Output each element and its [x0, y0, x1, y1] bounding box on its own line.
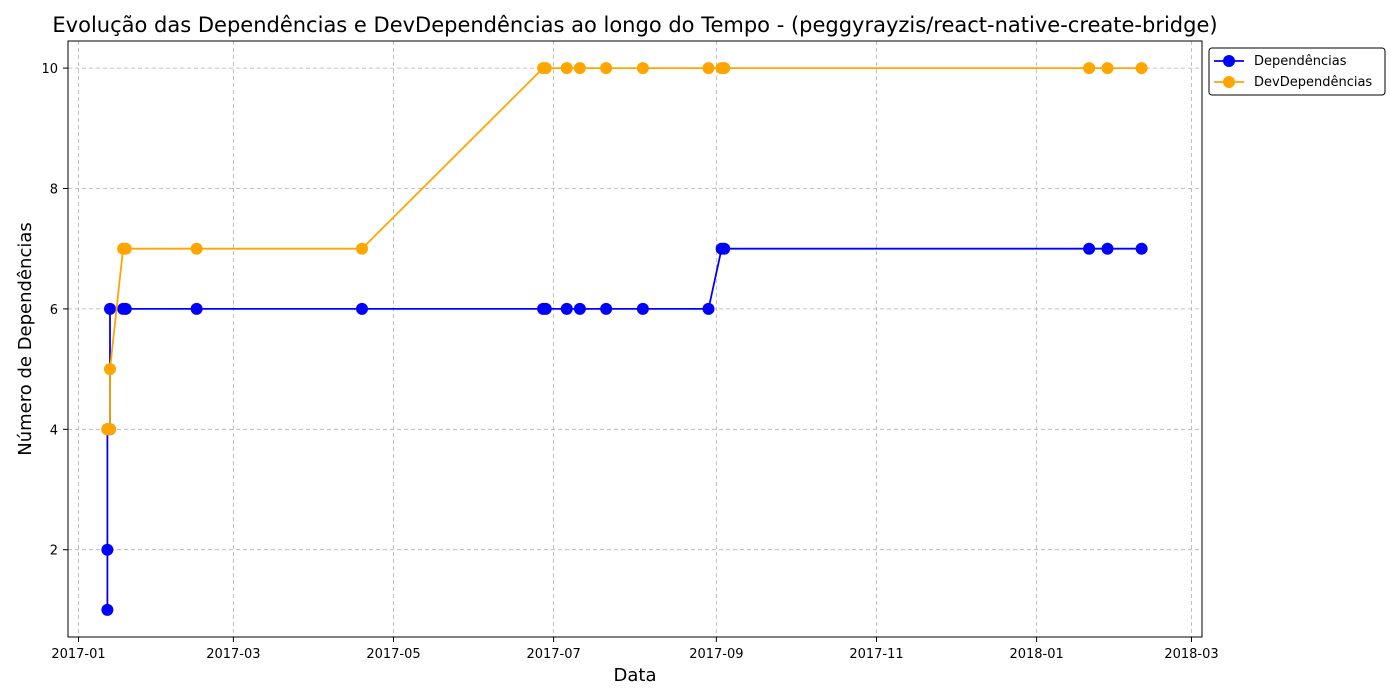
data-point-devdependencias [104, 423, 116, 436]
legend-marker-devdependencias [1223, 76, 1235, 88]
data-point-devdependencias [573, 62, 586, 75]
data-point-dependencias [573, 302, 586, 315]
data-point-dependencias [636, 302, 649, 315]
x-tick-label: 2018-03 [1164, 647, 1218, 662]
y-tick-label: 2 [50, 544, 58, 559]
data-point-devdependencias [119, 242, 132, 255]
data-point-devdependencias [600, 62, 613, 75]
data-point-devdependencias [1135, 62, 1148, 75]
y-tick-label: 10 [41, 62, 58, 77]
y-tick-label: 4 [50, 423, 58, 438]
data-point-dependencias [119, 302, 132, 315]
data-point-dependencias [702, 302, 715, 315]
legend-label-dependencias: Dependências [1254, 54, 1347, 69]
y-tick-label: 6 [50, 303, 58, 318]
plot-frame [67, 40, 1203, 638]
legend: Dependências DevDependências [1208, 47, 1386, 96]
x-tick-label: 2017-11 [849, 647, 903, 662]
x-tick-label: 2017-01 [51, 647, 105, 662]
data-point-devdependencias [104, 363, 116, 376]
y-axis-label: Número de Dependências [15, 222, 36, 456]
data-point-devdependencias [1101, 62, 1114, 75]
data-point-devdependencias [718, 62, 731, 75]
legend-label-devdependencias: DevDependências [1254, 75, 1372, 90]
data-point-devdependencias [636, 62, 649, 75]
data-point-dependencias [1083, 242, 1096, 255]
data-point-devdependencias [702, 62, 715, 75]
x-axis-label: Data [614, 665, 657, 686]
chart-title: Evolução das Dependências e DevDependênc… [52, 13, 1217, 37]
data-point-dependencias [104, 302, 116, 315]
x-axis: 2017-01 2017-03 2017-05 2017-07 2017-09 2017-… [51, 637, 1219, 662]
data-point-devdependencias [539, 62, 552, 75]
series-layer [101, 62, 1148, 616]
legend-marker-dependencias [1223, 55, 1235, 67]
x-tick-label: 2017-07 [526, 647, 580, 662]
x-tick-label: 2017-09 [689, 647, 743, 662]
data-point-dependencias [560, 302, 573, 315]
x-tick-label: 2017-05 [366, 647, 420, 662]
data-point-dependencias [101, 603, 114, 616]
data-point-devdependencias [560, 62, 573, 75]
x-tick-label: 2017-03 [206, 647, 260, 662]
legend-frame [1208, 47, 1386, 96]
data-point-devdependencias [1083, 62, 1096, 75]
data-point-devdependencias [190, 242, 203, 255]
grid [68, 41, 1202, 637]
data-point-dependencias [1135, 242, 1148, 255]
data-point-dependencias [101, 543, 114, 556]
data-point-dependencias [539, 302, 552, 315]
y-axis: 2 4 6 8 10 [41, 62, 68, 559]
data-point-dependencias [1101, 242, 1114, 255]
x-tick-label: 2018-01 [1009, 647, 1063, 662]
data-point-dependencias [600, 302, 613, 315]
data-point-dependencias [718, 242, 731, 255]
data-point-devdependencias [356, 242, 368, 255]
y-tick-label: 8 [50, 182, 58, 197]
data-point-dependencias [356, 302, 368, 315]
data-point-dependencias [190, 302, 203, 315]
